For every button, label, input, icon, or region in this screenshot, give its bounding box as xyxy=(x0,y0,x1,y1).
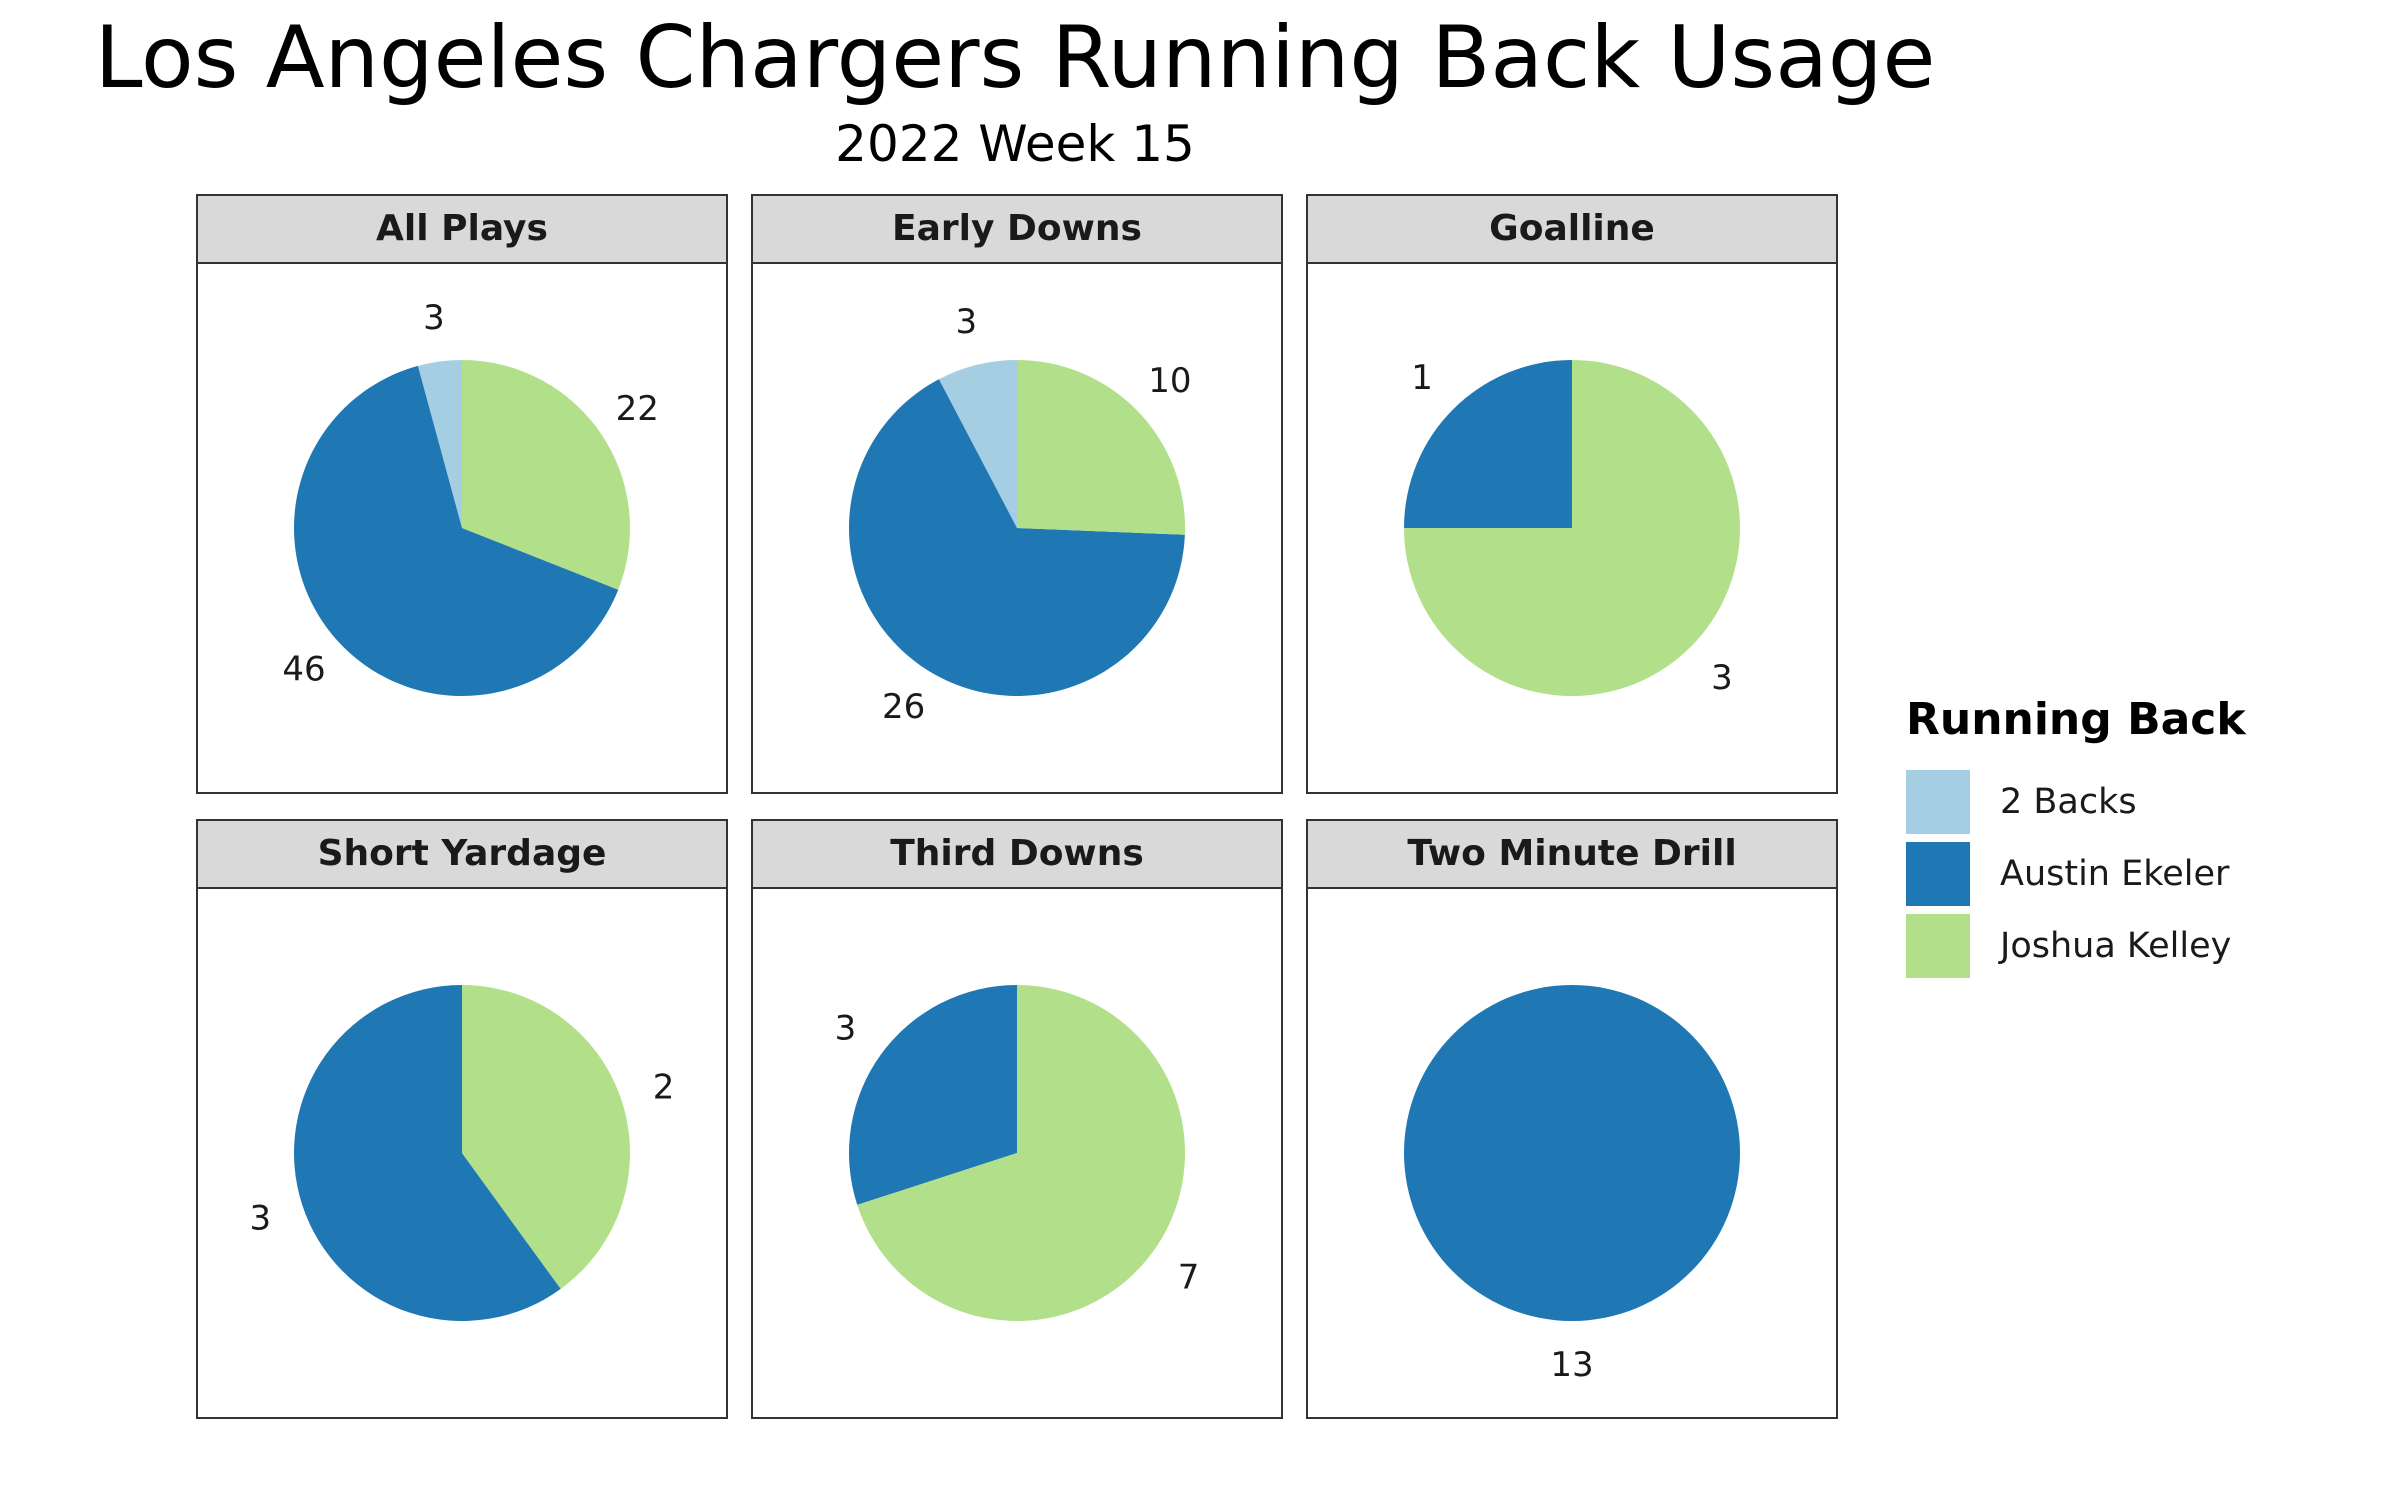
pie-svg: 3 46 22 xyxy=(282,298,659,696)
panel-two-minute-drill: Two Minute Drill 13 xyxy=(1306,819,1838,1419)
slice-value-label: 3 xyxy=(835,1008,857,1048)
slice-value-label: 2 xyxy=(653,1067,675,1107)
chart-subtitle: 2022 Week 15 xyxy=(835,115,1195,173)
panel-title: All Plays xyxy=(196,194,728,266)
pie-slice-austin-ekeler xyxy=(294,365,619,696)
slice-value-label: 7 xyxy=(1178,1258,1200,1298)
slice-value-label: 22 xyxy=(616,389,659,429)
slice-value-label: 13 xyxy=(1550,1345,1593,1385)
legend-item-2-backs: 2 Backs xyxy=(1906,766,2306,838)
pie-slice-joshua-kelley xyxy=(1404,360,1740,696)
legend-swatch xyxy=(1906,914,1970,978)
slice-value-label: 3 xyxy=(250,1199,272,1239)
pie-plot: 3 46 22 xyxy=(196,264,728,794)
chart-title: Los Angeles Chargers Running Back Usage xyxy=(94,8,1936,108)
pie-slice-joshua-kelley xyxy=(462,360,630,590)
slice-value-label: 3 xyxy=(423,298,445,338)
legend-label: Austin Ekeler xyxy=(2000,854,2230,894)
pie-slice-2-backs xyxy=(417,360,462,528)
panel-title: Early Downs xyxy=(751,194,1283,266)
slice-value-label: 46 xyxy=(282,649,325,689)
slice-value-label: 10 xyxy=(1148,361,1191,401)
panel-title: Two Minute Drill xyxy=(1306,819,1838,891)
legend-item-joshua-kelley: Joshua Kelley xyxy=(1906,910,2306,982)
pie-svg: 37 xyxy=(835,985,1200,1321)
pie-slice-austin-ekeler xyxy=(294,985,561,1321)
pie-svg: 13 xyxy=(1404,358,1740,698)
legend: Running Back 2 Backs Austin Ekeler Joshu… xyxy=(1900,690,2320,1010)
pie-svg: 13 xyxy=(1404,985,1740,1385)
panel-title: Third Downs xyxy=(751,819,1283,891)
legend-title: Running Back xyxy=(1906,694,2246,745)
slice-value-label: 3 xyxy=(955,302,977,342)
pie-slice-austin-ekeler xyxy=(849,379,1185,696)
pie-slice-austin-ekeler xyxy=(849,985,1017,1205)
legend-swatch xyxy=(1906,770,1970,834)
slice-value-label: 1 xyxy=(1411,358,1433,398)
legend-label: Joshua Kelley xyxy=(2000,926,2232,966)
slice-value-label: 26 xyxy=(882,687,925,727)
panel-early-downs: Early Downs 3 26 10 xyxy=(751,194,1283,794)
legend-swatch xyxy=(1906,842,1970,906)
panel-title: Short Yardage xyxy=(196,819,728,891)
pie-slice-joshua-kelley xyxy=(1017,360,1185,535)
pie-plot: 13 xyxy=(1306,889,1838,1419)
pie-svg: 32 xyxy=(250,985,675,1321)
panel-title: Goalline xyxy=(1306,194,1838,266)
pie-slice-austin-ekeler xyxy=(1404,360,1572,528)
pie-slice-austin-ekeler xyxy=(1404,985,1740,1321)
legend-item-austin-ekeler: Austin Ekeler xyxy=(1906,838,2306,910)
pie-plot: 3 26 10 xyxy=(751,264,1283,794)
legend-label: 2 Backs xyxy=(2000,782,2137,822)
pie-svg: 3 26 10 xyxy=(849,302,1192,727)
pie-slice-2-backs xyxy=(938,360,1017,528)
slice-value-label: 3 xyxy=(1711,658,1733,698)
pie-slice-joshua-kelley xyxy=(462,985,630,1289)
pie-slice-joshua-kelley xyxy=(857,985,1185,1321)
panel-all-plays: All Plays 3 46 22 xyxy=(196,194,728,794)
